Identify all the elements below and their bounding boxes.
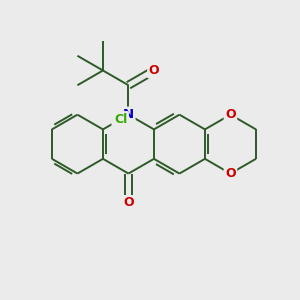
- Text: O: O: [225, 167, 236, 180]
- Text: O: O: [123, 196, 134, 209]
- Text: Cl: Cl: [114, 112, 128, 126]
- Text: O: O: [148, 64, 159, 77]
- Text: N: N: [123, 108, 134, 121]
- Text: O: O: [225, 108, 236, 121]
- Text: H: H: [113, 116, 122, 129]
